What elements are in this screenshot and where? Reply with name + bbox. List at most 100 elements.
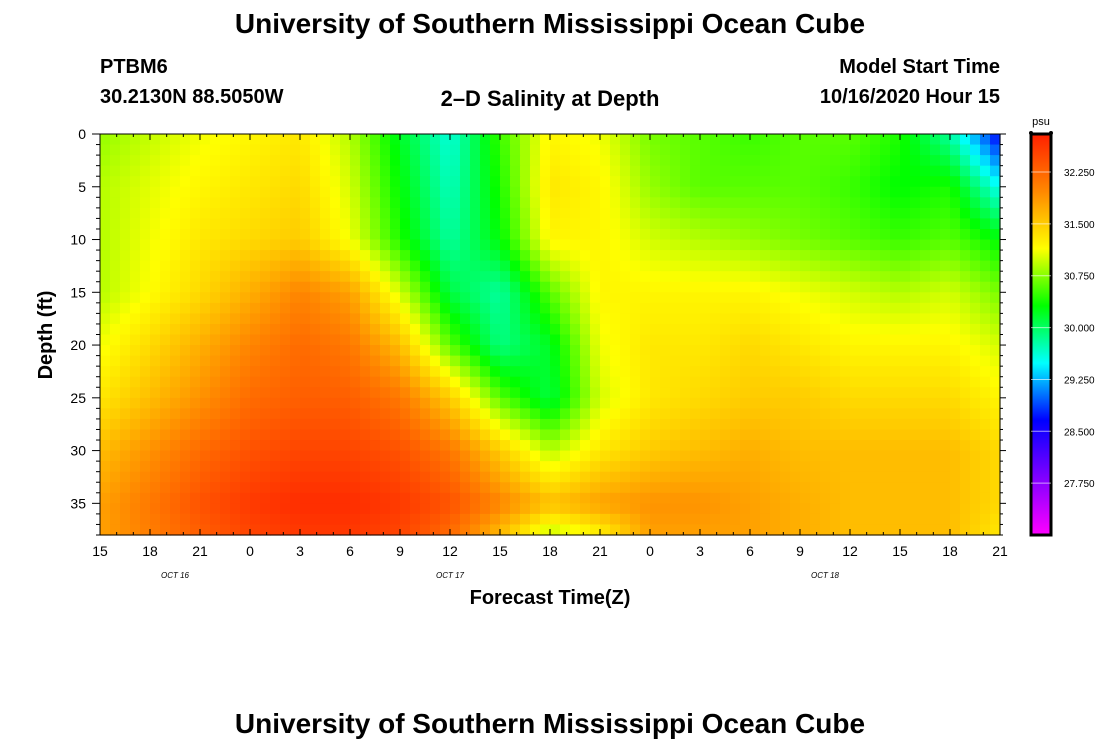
x-axis-label: Forecast Time(Z) xyxy=(470,587,631,609)
heatmap-cell xyxy=(220,302,231,314)
heatmap-cell xyxy=(370,482,381,494)
heatmap-cell xyxy=(260,492,271,504)
heatmap-cell xyxy=(260,134,271,146)
heatmap-cell xyxy=(640,440,651,452)
heatmap-cell xyxy=(180,302,191,314)
heatmap-cell xyxy=(650,471,661,483)
heatmap-cell xyxy=(800,418,811,431)
heatmap-cell xyxy=(910,218,921,230)
heatmap-cell xyxy=(540,176,551,188)
heatmap-cell xyxy=(420,207,431,220)
heatmap-cell xyxy=(590,155,601,167)
heatmap-cell xyxy=(930,323,941,336)
heatmap-cell xyxy=(680,408,691,420)
heatmap-cell xyxy=(900,408,911,420)
heatmap-cell xyxy=(840,302,851,314)
heatmap-cell xyxy=(270,418,281,431)
heatmap-cell xyxy=(690,366,701,378)
heatmap-cell xyxy=(510,366,521,378)
heatmap-cell xyxy=(800,387,811,399)
heatmap-cell xyxy=(520,450,531,462)
heatmap-cell xyxy=(440,292,451,304)
heatmap-cell xyxy=(920,134,931,146)
heatmap-cell xyxy=(150,197,161,209)
heatmap-cell xyxy=(160,323,171,336)
heatmap-cell xyxy=(970,228,981,241)
heatmap-cell xyxy=(330,440,341,452)
heatmap-cell xyxy=(500,366,511,378)
heatmap-cell xyxy=(580,281,591,293)
heatmap-cell xyxy=(290,260,301,272)
heatmap-cell xyxy=(540,281,551,293)
heatmap-cell xyxy=(500,292,511,304)
heatmap-cell xyxy=(330,260,341,272)
heatmap-cell xyxy=(590,323,601,336)
heatmap-cell xyxy=(520,387,531,399)
heatmap-cell xyxy=(600,313,611,325)
heatmap-cell xyxy=(520,218,531,230)
heatmap-cell xyxy=(750,281,761,293)
heatmap-cell xyxy=(680,345,691,357)
heatmap-cell xyxy=(290,207,301,220)
heatmap-cell xyxy=(570,429,581,441)
heatmap-cell xyxy=(210,376,221,388)
heatmap-cell xyxy=(170,144,181,156)
heatmap-cell xyxy=(360,197,371,209)
heatmap-cell xyxy=(330,165,341,177)
heatmap-cell xyxy=(470,165,481,177)
heatmap-cell xyxy=(470,281,481,293)
heatmap-cell xyxy=(680,281,691,293)
heatmap-cell xyxy=(380,408,391,420)
heatmap-cell xyxy=(290,418,301,431)
heatmap-cell xyxy=(340,471,351,483)
heatmap-cell xyxy=(520,271,531,283)
heatmap-cell xyxy=(670,387,681,399)
heatmap-cell xyxy=(390,271,401,283)
heatmap-cell xyxy=(410,418,421,431)
heatmap-cell xyxy=(460,281,471,293)
heatmap-cell xyxy=(770,313,781,325)
heatmap-cell xyxy=(680,292,691,304)
heatmap-cell xyxy=(450,134,461,146)
colorbar: 32.25031.50030.75030.00029.25028.50027.7… xyxy=(1029,131,1095,537)
heatmap-cell xyxy=(750,271,761,283)
heatmap-cell xyxy=(130,492,141,504)
heatmap-cell xyxy=(260,302,271,314)
heatmap-cell xyxy=(830,450,841,462)
heatmap-cell xyxy=(330,513,341,526)
heatmap-cell xyxy=(290,134,301,146)
heatmap-cell xyxy=(650,366,661,378)
heatmap-cell xyxy=(510,239,521,251)
heatmap-cell xyxy=(880,461,891,473)
heatmap-cell xyxy=(290,155,301,167)
heatmap-cell xyxy=(340,250,351,262)
heatmap-cell xyxy=(770,207,781,220)
heatmap-cell xyxy=(280,387,291,399)
heatmap-cell xyxy=(380,144,391,156)
heatmap-cell xyxy=(470,207,481,220)
heatmap-cell xyxy=(660,524,671,536)
y-tick-label: 20 xyxy=(70,337,86,353)
heatmap-cell xyxy=(680,144,691,156)
heatmap-cell xyxy=(460,524,471,536)
heatmap-cell xyxy=(440,461,451,473)
heatmap-cell xyxy=(110,271,121,283)
heatmap-cell xyxy=(670,186,681,198)
heatmap-cell xyxy=(220,387,231,399)
heatmap-cell xyxy=(620,292,631,304)
heatmap-cell xyxy=(820,260,831,272)
heatmap-cell xyxy=(570,418,581,431)
heatmap-cell xyxy=(340,418,351,431)
heatmap-cell xyxy=(410,334,421,346)
heatmap-cell xyxy=(570,239,581,251)
heatmap-cell xyxy=(530,524,541,536)
heatmap-cell xyxy=(310,513,321,526)
colorbar-tick-label: 32.250 xyxy=(1064,168,1095,179)
heatmap-cell xyxy=(510,155,521,167)
heatmap-cell xyxy=(510,271,521,283)
heatmap-cell xyxy=(780,471,791,483)
heatmap-cell xyxy=(800,186,811,198)
heatmap-cell xyxy=(940,429,951,441)
heatmap-cell xyxy=(330,461,341,473)
heatmap-cell xyxy=(610,408,621,420)
